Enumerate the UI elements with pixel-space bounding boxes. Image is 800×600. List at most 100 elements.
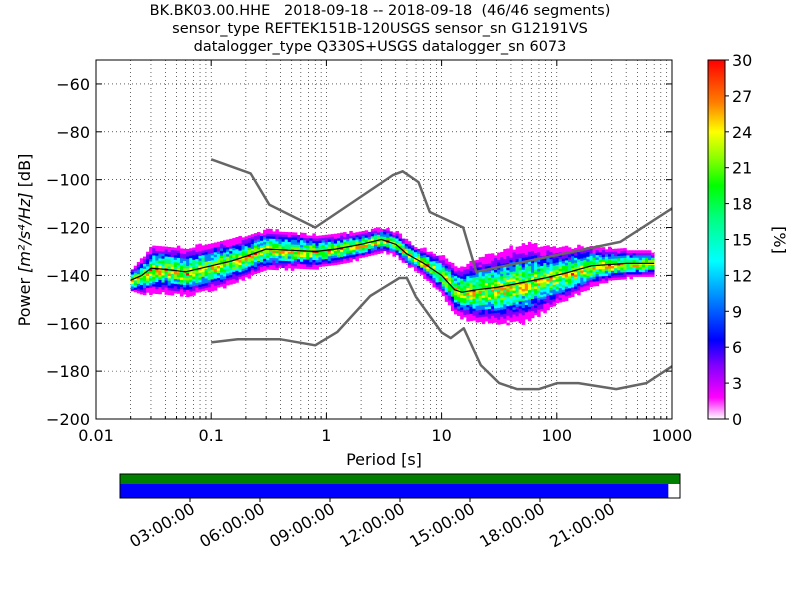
density-cell [509, 307, 513, 311]
density-cell [179, 281, 184, 285]
density-cell [512, 290, 516, 294]
density-cell [611, 277, 615, 281]
density-cell [500, 273, 504, 277]
density-cell [223, 280, 227, 284]
density-cell [346, 248, 350, 251]
density-cell [324, 237, 329, 240]
density-cell [503, 320, 507, 324]
density-cell [484, 261, 489, 264]
density-cell [250, 250, 255, 254]
density-cell [611, 256, 615, 259]
density-cell [309, 252, 313, 256]
density-cell [574, 247, 578, 251]
density-cell [290, 251, 295, 255]
density-cell [312, 254, 316, 258]
density-cell [583, 250, 587, 253]
density-cell [524, 276, 529, 279]
x-tick-label: 1000 [652, 426, 693, 445]
density-cell [460, 283, 464, 286]
density-cell [475, 281, 480, 285]
density-cell [487, 303, 492, 307]
colorbar [707, 59, 726, 420]
density-cell [207, 289, 212, 293]
density-cell [173, 290, 178, 294]
density-cell [438, 279, 443, 283]
density-cell [530, 313, 535, 316]
density-cell [580, 279, 584, 283]
density-cell [192, 264, 196, 267]
density-cell [503, 282, 507, 286]
density-cell [210, 247, 215, 251]
density-cell [577, 271, 581, 274]
density-cell [176, 276, 181, 280]
density-cell [466, 280, 470, 284]
density-cell [561, 296, 566, 300]
density-cell [435, 282, 440, 285]
density-cell [179, 284, 184, 287]
density-cell [546, 264, 550, 268]
density-cell [503, 258, 507, 262]
density-cell [389, 233, 393, 237]
density-cell [552, 263, 557, 266]
density-cell [509, 252, 513, 256]
density-cell [164, 282, 169, 286]
density-cell [546, 283, 550, 287]
density-cell [641, 274, 646, 277]
density-cell [269, 243, 273, 246]
density-cell [167, 278, 172, 281]
density-cell [300, 261, 304, 265]
density-cell [651, 264, 655, 268]
density-cell [537, 280, 541, 284]
density-cell [290, 260, 295, 264]
density-cell [534, 283, 538, 287]
density-cell [484, 254, 489, 257]
density-cell [263, 256, 267, 259]
density-cell [521, 250, 526, 254]
density-cell [546, 300, 550, 304]
density-cell [647, 255, 652, 258]
density-cell [592, 278, 597, 282]
density-cell [386, 235, 390, 238]
density-cell [546, 285, 550, 289]
density-cell [377, 251, 381, 254]
density-cell [216, 251, 221, 255]
density-cell [549, 282, 553, 286]
density-cell [189, 286, 193, 290]
density-cell [435, 272, 440, 276]
density-cell [155, 288, 159, 292]
density-cell [620, 272, 624, 275]
density-cell [284, 260, 289, 264]
density-cell [574, 255, 578, 258]
density-cell [441, 293, 446, 297]
density-cell [296, 263, 301, 267]
density-cell [333, 233, 338, 237]
density-cell [530, 243, 535, 247]
density-cell [527, 308, 532, 312]
density-cell [219, 248, 224, 251]
density-cell [201, 245, 205, 249]
density-cell [611, 251, 615, 255]
density-cell [463, 314, 467, 318]
density-cell [241, 270, 246, 274]
colorbar-tick-label: 0 [732, 410, 742, 429]
density-cell [232, 281, 236, 284]
density-cell [546, 257, 550, 260]
density-cell [223, 247, 227, 251]
density-cell [256, 231, 261, 235]
density-cell [260, 235, 264, 239]
density-cell [170, 276, 175, 279]
density-cell [189, 257, 193, 261]
density-cell [620, 265, 624, 268]
density-cell [521, 288, 526, 292]
density-cell [256, 251, 261, 254]
density-cell [469, 268, 473, 271]
density-cell [460, 292, 464, 296]
density-cell [158, 282, 162, 285]
density-cell [164, 256, 169, 259]
density-cell [401, 238, 406, 242]
density-cell [490, 308, 495, 312]
density-cell [189, 274, 193, 278]
density-cell [155, 262, 159, 266]
density-cell [195, 280, 199, 284]
density-cell [577, 254, 581, 257]
